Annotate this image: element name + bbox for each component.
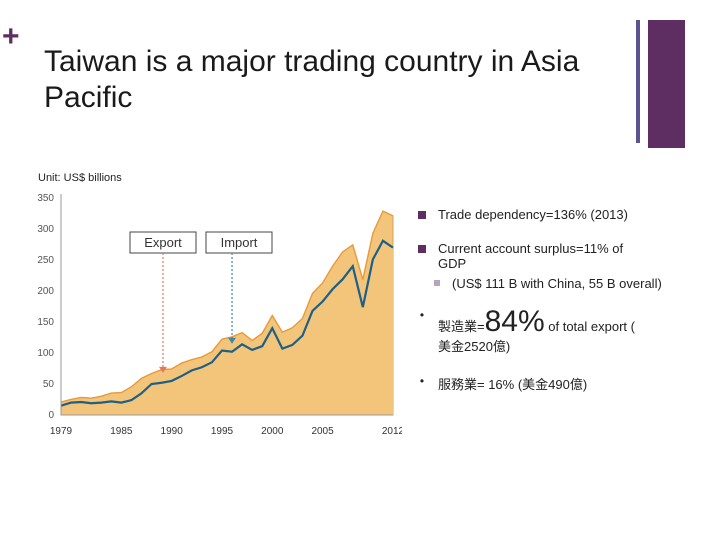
x-tick-label: 2000	[261, 426, 284, 437]
slide-title: Taiwan is a major trading country in Asi…	[44, 45, 580, 114]
bullet-trade-dependency: Trade dependency=136% (2013)	[418, 207, 628, 222]
unit-label: Unit: US$ billions	[38, 172, 122, 184]
plus-mark: +	[2, 20, 20, 53]
y-tick-label: 350	[37, 193, 54, 204]
x-tick-label: 1985	[110, 426, 133, 437]
manufacturing-percent: 84%	[484, 305, 545, 338]
y-tick-label: 300	[37, 224, 54, 235]
manufacturing-prefix: 製造業=	[438, 319, 485, 334]
y-tick-label: 50	[43, 379, 55, 390]
bullet-dot: •	[419, 374, 425, 388]
bullet-dot: •	[419, 308, 425, 322]
y-tick-label: 200	[37, 286, 54, 297]
y-tick-label: 100	[37, 348, 54, 359]
annotation-box	[205, 231, 273, 254]
y-tick-label: 150	[37, 317, 54, 328]
sub-bullet-surplus: (US$ 111 B with China, 55 B overall)	[434, 276, 662, 291]
annotation-label: Import	[221, 235, 258, 250]
accent-bar-thin	[636, 20, 640, 143]
annotation-arrowhead	[228, 337, 237, 344]
annotation-arrowhead	[159, 366, 167, 373]
import-area	[61, 240, 393, 415]
x-tick-label: 2012	[382, 426, 402, 437]
x-tick-label: 2005	[311, 426, 334, 437]
import-line	[60, 239, 394, 407]
bullet-text: Current account surplus=11% of GDP	[438, 241, 624, 271]
trade-chart: 0 50 100 150 200 250 300 350 1979 1985 1990 1995 200…	[37, 193, 402, 437]
bullet-marker	[418, 245, 426, 253]
bullet-text: (US$ 111 B with China, 55 B overall)	[452, 276, 662, 291]
bullet-manufacturing: • 製造業=84% of total export ( 美金2520億)	[418, 305, 708, 355]
accent-bar-thick	[648, 20, 685, 148]
bullet-text: 服務業= 16% (美金490億)	[438, 377, 588, 392]
bullet-text: Trade dependency=136% (2013)	[438, 207, 628, 222]
y-tick-label: 250	[37, 255, 54, 266]
bullet-services: • 服務業= 16% (美金490億)	[418, 374, 587, 393]
x-tick-label: 1995	[211, 426, 234, 437]
bullet-marker	[418, 211, 426, 219]
bullet-marker	[434, 280, 440, 286]
export-line	[60, 210, 394, 403]
bullet-current-account: Current account surplus=11% of GDP	[418, 241, 648, 271]
x-tick-label: 1990	[161, 426, 184, 437]
x-tick-label: 1979	[50, 426, 73, 437]
annotation-label: Export	[144, 235, 182, 250]
y-tick-label: 0	[48, 410, 54, 421]
manufacturing-amount: 美金2520億)	[438, 339, 511, 354]
manufacturing-suffix: of total export (	[544, 319, 635, 334]
